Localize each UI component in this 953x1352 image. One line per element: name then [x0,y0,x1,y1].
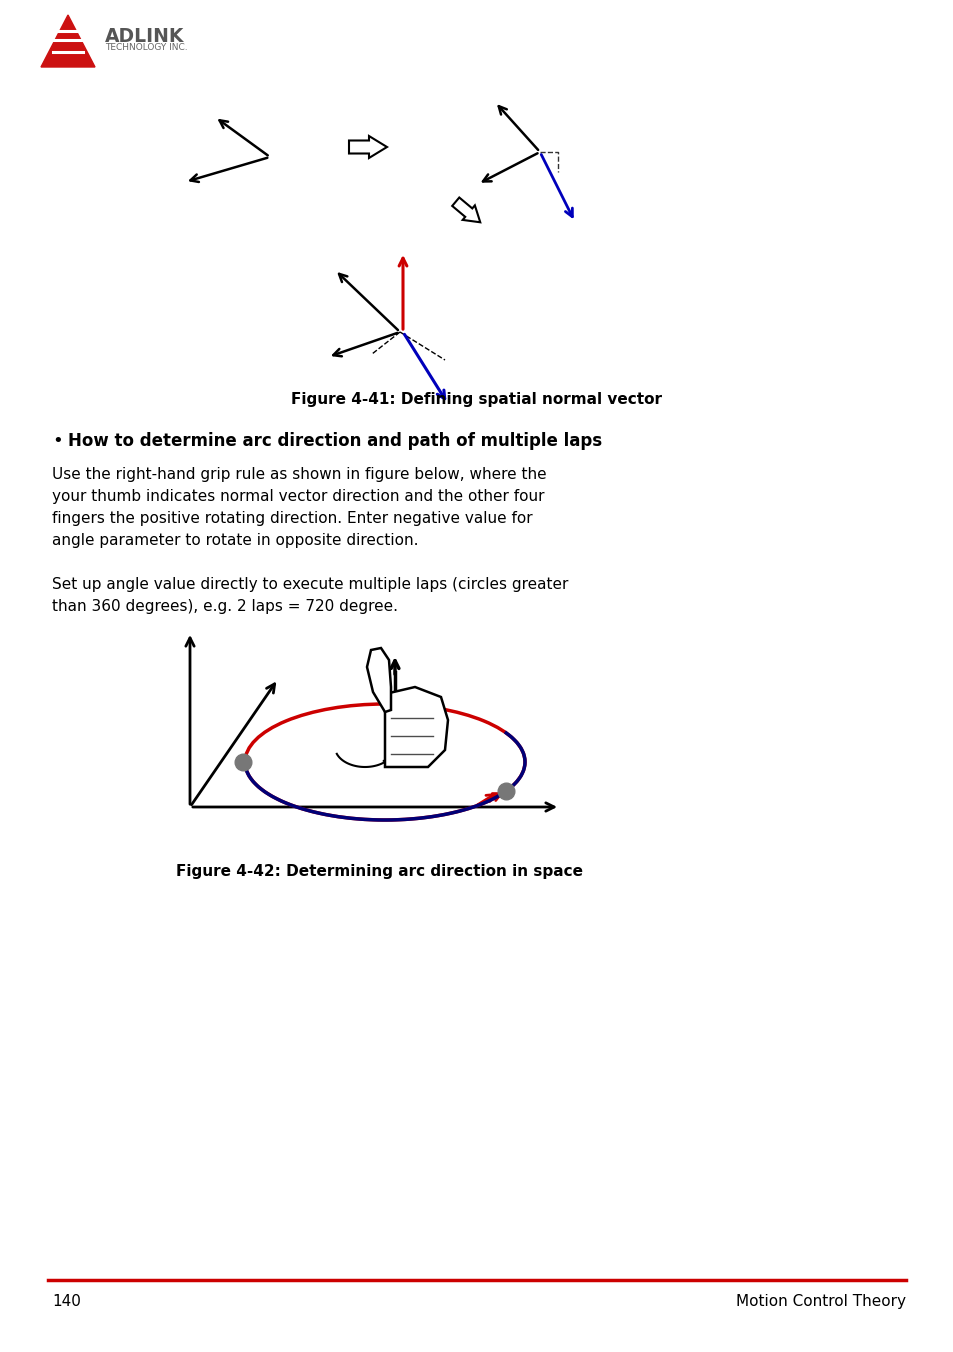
Polygon shape [452,197,479,222]
Text: •: • [52,433,63,450]
Text: angle parameter to rotate in opposite direction.: angle parameter to rotate in opposite di… [52,533,418,548]
Text: Use the right-hand grip rule as shown in figure below, where the: Use the right-hand grip rule as shown in… [52,466,546,483]
Text: Figure 4-41: Defining spatial normal vector: Figure 4-41: Defining spatial normal vec… [292,392,661,407]
Text: How to determine arc direction and path of multiple laps: How to determine arc direction and path … [68,433,601,450]
Text: ADLINK: ADLINK [105,27,184,46]
Text: Set up angle value directly to execute multiple laps (circles greater: Set up angle value directly to execute m… [52,577,568,592]
Polygon shape [349,137,387,158]
Text: your thumb indicates normal vector direction and the other four: your thumb indicates normal vector direc… [52,489,544,504]
Polygon shape [367,648,391,713]
Text: TECHNOLOGY INC.: TECHNOLOGY INC. [105,43,188,51]
Text: 140: 140 [52,1294,81,1309]
Text: fingers the positive rotating direction. Enter negative value for: fingers the positive rotating direction.… [52,511,532,526]
Text: Motion Control Theory: Motion Control Theory [735,1294,905,1309]
Polygon shape [41,15,95,68]
Text: than 360 degrees), e.g. 2 laps = 720 degree.: than 360 degrees), e.g. 2 laps = 720 deg… [52,599,397,614]
Polygon shape [385,687,448,767]
Text: Figure 4-42: Determining arc direction in space: Figure 4-42: Determining arc direction i… [176,864,583,879]
